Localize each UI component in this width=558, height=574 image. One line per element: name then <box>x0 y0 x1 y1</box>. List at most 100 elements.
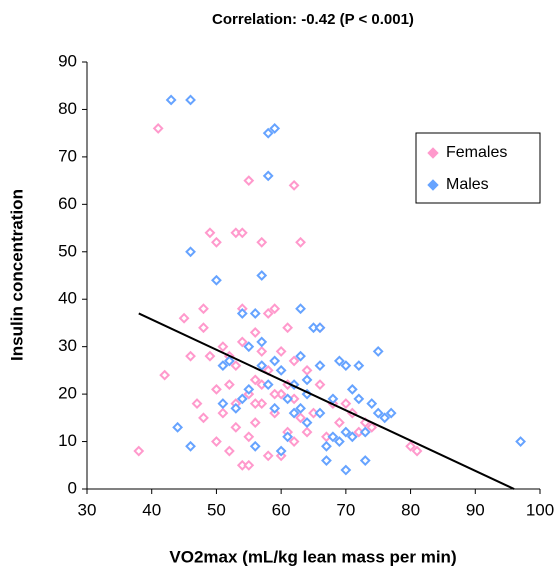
scatter-point <box>230 360 242 372</box>
scatter-point <box>269 303 281 315</box>
scatter-point <box>372 345 384 357</box>
scatter-point <box>185 94 196 106</box>
scatter-point <box>314 322 326 334</box>
scatter-point <box>198 303 209 315</box>
scatter-point <box>340 464 352 476</box>
scatter-point <box>269 402 281 414</box>
scatter-point <box>295 350 306 362</box>
y-tick-label: 60 <box>58 194 77 213</box>
scatter-point <box>217 407 229 419</box>
scatter-point <box>256 236 268 248</box>
scatter-point <box>133 445 145 457</box>
scatter-point <box>185 350 196 362</box>
x-tick-label: 100 <box>526 500 554 519</box>
scatter-point <box>366 398 378 410</box>
trend-line <box>138 312 515 490</box>
scatter-point <box>321 455 332 466</box>
scatter-point <box>288 179 300 191</box>
scatter-point <box>353 393 365 405</box>
scatter-point <box>256 345 268 357</box>
legend-label: Females <box>446 144 507 161</box>
scatter-point <box>282 431 294 443</box>
scatter-point <box>314 407 326 419</box>
scatter-point <box>321 440 332 452</box>
scatter-point <box>249 398 261 410</box>
scatter-point <box>333 417 345 428</box>
scatter-point <box>327 393 339 405</box>
scatter-point <box>236 227 248 239</box>
scatter-point <box>211 236 222 248</box>
scatter-point <box>230 402 242 414</box>
scatter-point <box>301 374 313 386</box>
scatter-point <box>152 123 164 134</box>
y-tick-label: 30 <box>58 336 77 355</box>
scatter-point <box>295 303 306 315</box>
scatter-point <box>295 402 306 414</box>
scatter-point <box>333 355 345 367</box>
scatter-point <box>314 379 326 391</box>
scatter-point <box>217 341 229 353</box>
scatter-point <box>269 355 281 367</box>
y-tick-label: 40 <box>58 289 77 308</box>
scatter-point <box>327 431 339 443</box>
scatter-point <box>165 94 177 106</box>
scatter-point <box>275 445 287 457</box>
legend-label: Males <box>446 176 489 193</box>
x-tick-label: 50 <box>207 500 226 519</box>
scatter-point <box>185 246 196 258</box>
scatter-point <box>211 383 222 395</box>
y-axis-label: Insulin concentration <box>7 189 26 361</box>
scatter-point <box>185 440 196 452</box>
scatter-point <box>405 440 416 452</box>
scatter-point <box>249 374 261 386</box>
y-tick-label: 0 <box>68 478 77 497</box>
scatter-point <box>385 407 397 419</box>
scatter-point <box>275 345 287 357</box>
scatter-point <box>236 393 248 405</box>
scatter-point <box>288 407 300 419</box>
y-tick-label: 90 <box>58 51 77 70</box>
scatter-point <box>288 355 300 367</box>
scatter-point <box>269 388 281 400</box>
scatter-point <box>372 407 384 419</box>
scatter-point <box>191 398 203 410</box>
scatter-point <box>198 412 209 424</box>
x-tick-label: 80 <box>401 500 420 519</box>
scatter-point <box>275 364 287 376</box>
scatter-point <box>217 360 229 372</box>
scatter-point <box>236 336 248 348</box>
legend-marker <box>427 147 439 159</box>
scatter-point <box>262 379 274 391</box>
scatter-point <box>211 436 222 447</box>
scatter-point <box>236 308 248 319</box>
scatter-point <box>243 431 255 443</box>
scatter-point <box>256 336 268 348</box>
scatter-point <box>249 327 261 338</box>
scatter-point <box>346 431 358 443</box>
x-tick-label: 70 <box>336 500 355 519</box>
scatter-point <box>359 455 371 466</box>
x-tick-label: 90 <box>466 500 485 519</box>
scatter-point <box>178 312 190 324</box>
y-tick-label: 10 <box>58 431 77 450</box>
scatter-point <box>262 450 274 462</box>
scatter-point <box>256 270 268 281</box>
scatter-point <box>288 436 300 447</box>
scatter-point <box>379 412 391 424</box>
scatter-point <box>340 398 352 410</box>
scatter-point <box>243 175 255 187</box>
scatter-point <box>295 412 306 424</box>
scatter-point <box>262 308 274 319</box>
scatter-point <box>515 436 527 447</box>
scatter-point <box>340 426 352 438</box>
scatter-point <box>340 360 352 372</box>
scatter-point <box>333 436 345 447</box>
scatter-point <box>353 360 365 372</box>
x-tick-label: 60 <box>272 500 291 519</box>
y-tick-label: 70 <box>58 146 77 165</box>
scatter-point <box>223 379 235 391</box>
scatter-point <box>282 393 294 405</box>
scatter-point <box>256 360 268 372</box>
scatter-point <box>159 369 171 381</box>
